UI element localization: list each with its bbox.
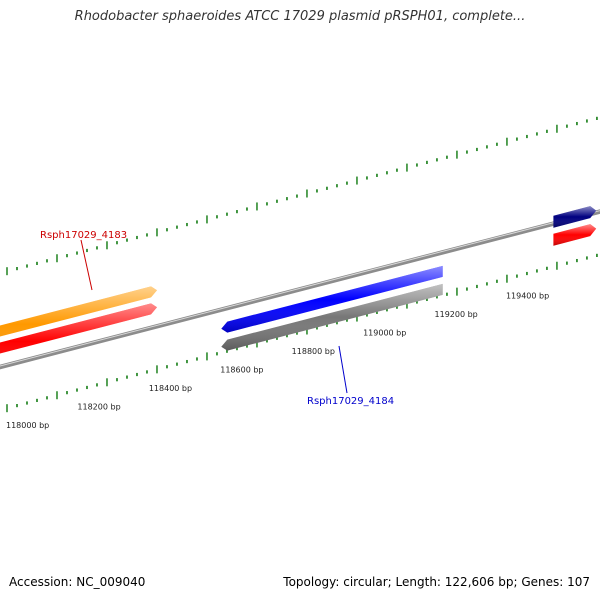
gene-red-right-shade: [553, 224, 597, 246]
gene-label-leaders: [80, 239, 348, 394]
dna-backbone: [0, 209, 600, 370]
gene-blue-shade: [221, 265, 443, 333]
leader-line-4183: [80, 239, 93, 291]
gene-features: [0, 206, 597, 354]
tick-label: 118600 bp: [220, 366, 263, 375]
tick-label: 118400 bp: [149, 384, 192, 393]
map-title: Rhodobacter sphaeroides ATCC 17029 plasm…: [74, 9, 526, 24]
backbone-line: [0, 209, 600, 370]
gene-orange-shade: [0, 286, 157, 337]
accession-info: Accession: NC_009040: [9, 575, 145, 589]
backbone-highlight: [0, 210, 600, 367]
map-summary: Topology: circular; Length: 122,606 bp; …: [283, 575, 590, 589]
gene-gray-shade: [221, 283, 443, 351]
gene-label-4183: Rsph17029_4183: [40, 230, 127, 241]
tick-label: 118000 bp: [6, 421, 49, 430]
tick-label: 118200 bp: [77, 403, 120, 412]
accession-label: Accession:: [9, 575, 73, 589]
tick-label: 119400 bp: [506, 292, 549, 301]
leader-line-4184: [338, 345, 348, 394]
gene-labels: Rsph17029_4183 Rsph17029_4184: [40, 230, 394, 407]
gene-navy-shade: [553, 206, 597, 228]
accession-value: NC_009040: [76, 575, 146, 589]
tick-label: 119200 bp: [435, 310, 478, 319]
tick-label: 119000 bp: [363, 329, 406, 338]
upper-scale-ticks: [6, 116, 598, 276]
scale-tick-labels: 118000 bp 118200 bp 118400 bp 118600 bp 1188…: [6, 292, 549, 430]
gene-label-4184: Rsph17029_4184: [307, 396, 394, 407]
tick-label: 118800 bp: [292, 347, 335, 356]
gene-red-left-shade: [0, 303, 157, 354]
